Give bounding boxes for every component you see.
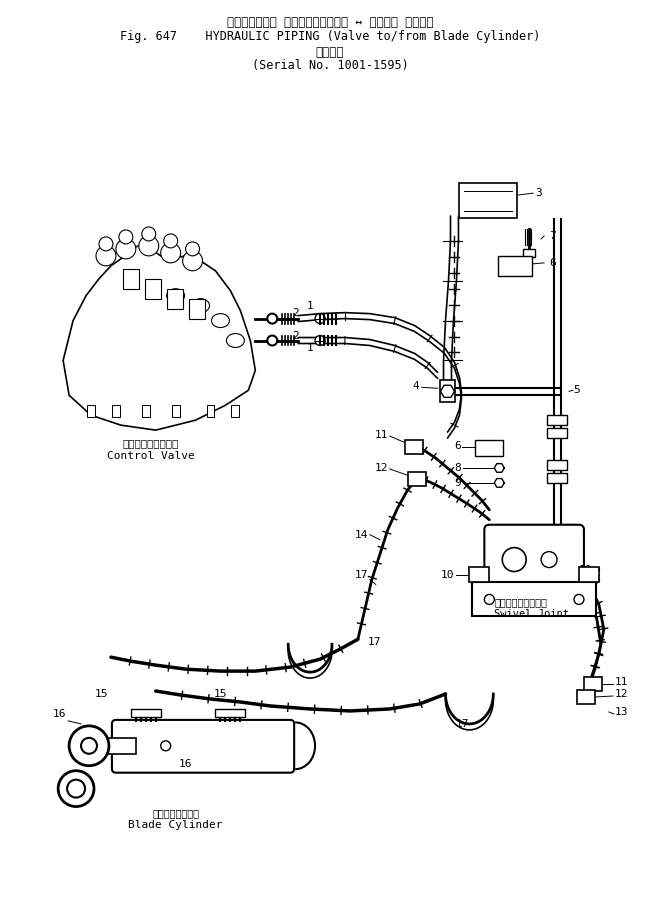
Circle shape [142, 227, 156, 241]
Text: 1: 1 [307, 344, 313, 353]
Text: スイベルジョイント: スイベルジョイント [494, 597, 547, 608]
Circle shape [541, 551, 557, 568]
Text: 7: 7 [549, 230, 556, 241]
FancyBboxPatch shape [498, 256, 532, 276]
Bar [469, 566, 489, 583]
Circle shape [67, 780, 85, 798]
Bar [547, 460, 567, 470]
Polygon shape [63, 246, 255, 431]
Circle shape [139, 236, 159, 256]
Bar [188, 299, 204, 319]
Text: 4: 4 [413, 382, 420, 391]
Text: 17: 17 [455, 719, 469, 729]
Circle shape [267, 313, 277, 324]
Text: 3: 3 [535, 188, 542, 198]
Circle shape [164, 234, 178, 248]
FancyBboxPatch shape [473, 583, 596, 616]
Bar [547, 428, 567, 438]
Circle shape [485, 595, 494, 605]
Bar [145, 278, 161, 299]
Circle shape [99, 237, 113, 251]
Circle shape [267, 336, 277, 346]
Circle shape [69, 726, 109, 765]
FancyBboxPatch shape [459, 183, 517, 218]
Text: コントロールバルブ: コントロールバルブ [123, 438, 179, 448]
Bar [96, 738, 136, 754]
Circle shape [119, 230, 133, 244]
Ellipse shape [167, 289, 184, 302]
Bar [87, 406, 95, 417]
Circle shape [315, 313, 325, 324]
Bar [142, 406, 150, 417]
Bar [112, 406, 120, 417]
Text: 適用号機: 適用号機 [316, 46, 344, 59]
Text: 11: 11 [374, 430, 388, 440]
Text: 10: 10 [579, 564, 592, 574]
Text: 17: 17 [368, 637, 381, 647]
Bar [475, 440, 503, 456]
Text: (Serial No. 1001-1595): (Serial No. 1001-1595) [252, 59, 408, 72]
Ellipse shape [212, 313, 229, 327]
Bar [579, 566, 599, 583]
Text: Fig. 647    HYDRAULIC PIPING (Valve to/from Blade Cylinder): Fig. 647 HYDRAULIC PIPING (Valve to/from… [120, 30, 540, 42]
Text: Blade Cylinder: Blade Cylinder [128, 821, 223, 831]
Circle shape [161, 242, 180, 263]
FancyBboxPatch shape [485, 525, 584, 585]
Bar [584, 677, 602, 691]
Bar [547, 473, 567, 483]
Bar [408, 472, 426, 486]
Circle shape [315, 336, 325, 346]
Circle shape [96, 246, 116, 266]
Circle shape [116, 239, 136, 259]
FancyBboxPatch shape [112, 720, 294, 773]
Bar [231, 406, 239, 417]
Bar [215, 709, 245, 717]
Text: 17: 17 [354, 570, 368, 580]
Ellipse shape [192, 299, 210, 313]
Bar [131, 709, 161, 717]
Polygon shape [494, 479, 504, 487]
Text: 14: 14 [354, 530, 368, 539]
Text: 11: 11 [615, 677, 629, 687]
Circle shape [182, 251, 202, 271]
Polygon shape [494, 464, 504, 472]
Text: 16: 16 [179, 759, 192, 769]
Text: ブレードンリンダ: ブレードンリンダ [152, 809, 199, 819]
Circle shape [58, 771, 94, 807]
Text: 15: 15 [214, 689, 227, 699]
Bar [172, 406, 180, 417]
Text: 1: 1 [307, 301, 313, 311]
Text: 6: 6 [455, 441, 461, 451]
Text: 2: 2 [292, 330, 299, 340]
Bar [405, 440, 422, 454]
Text: 16: 16 [53, 709, 66, 719]
Circle shape [502, 548, 526, 572]
Bar [123, 269, 139, 289]
Text: 12: 12 [374, 463, 388, 473]
Ellipse shape [227, 334, 245, 348]
Text: Swivel Joint: Swivel Joint [494, 609, 569, 620]
Circle shape [574, 595, 584, 605]
Bar [206, 406, 214, 417]
Circle shape [161, 740, 171, 751]
Text: 8: 8 [455, 463, 461, 473]
Text: 2: 2 [292, 308, 299, 317]
Circle shape [81, 738, 97, 754]
Bar [440, 381, 455, 402]
Bar [577, 690, 595, 704]
Text: 6: 6 [549, 258, 556, 267]
Text: Control Valve: Control Valve [107, 451, 194, 461]
Polygon shape [440, 385, 455, 397]
Text: ハイドロリック パイピング　バルブ ↔ ブレード シリンダ: ハイドロリック パイピング バルブ ↔ ブレード シリンダ [227, 16, 434, 29]
Text: 10: 10 [441, 570, 455, 580]
Bar [524, 249, 535, 257]
Text: 13: 13 [615, 707, 629, 717]
Text: 9: 9 [455, 478, 461, 488]
Circle shape [186, 242, 200, 256]
Text: 15: 15 [95, 689, 108, 699]
Text: 12: 12 [615, 689, 629, 699]
Bar [547, 415, 567, 425]
Text: 5: 5 [573, 385, 580, 396]
Bar [167, 289, 182, 309]
